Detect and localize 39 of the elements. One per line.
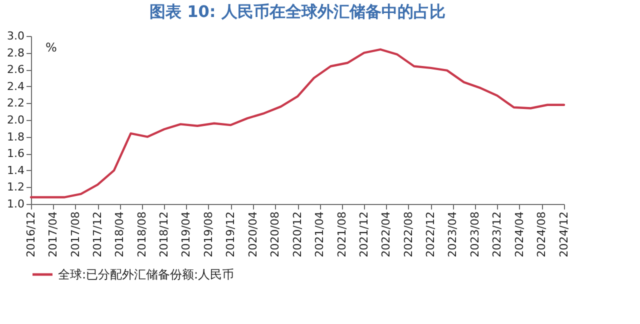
y-axis-title: %	[46, 40, 57, 54]
y-tick-label: 1.8	[7, 130, 24, 144]
x-tick-label: 2023/12	[490, 212, 504, 258]
x-tick-label: 2022/12	[424, 212, 438, 258]
chart-title: 图表 10: 人民币在全球外汇储备中的占比	[150, 2, 446, 21]
y-tick-label: 2.2	[7, 96, 24, 110]
x-tick-label: 2022/04	[380, 212, 393, 258]
x-tick-label: 2024/08	[535, 212, 548, 258]
y-tick-label: 1.6	[7, 147, 24, 160]
x-tick-label: 2018/12	[158, 212, 171, 258]
y-tick-label: 1.4	[7, 164, 24, 177]
x-tick-label: 2016/12	[24, 212, 38, 258]
x-tick-label: 2021/12	[358, 212, 371, 258]
x-tick-label: 2021/08	[335, 212, 348, 258]
y-tick-label: 2.8	[7, 46, 24, 60]
x-tick-label: 2024/12	[558, 212, 570, 258]
y-tick-label: 2.0	[7, 114, 24, 126]
x-tick-label: 2020/04	[246, 212, 260, 258]
x-tick-label: 2024/04	[512, 212, 526, 258]
x-tick-label: 2017/12	[91, 212, 104, 258]
y-tick-label: 2.6	[7, 63, 24, 76]
x-tick-label: 2018/08	[135, 212, 148, 258]
x-tick-label: 2017/04	[46, 212, 60, 258]
y-tick-label: 2.4	[7, 80, 24, 93]
y-tick-label: 3.0	[7, 30, 24, 42]
x-tick-label: 2019/08	[202, 212, 215, 258]
y-tick-label: 1.0	[7, 198, 24, 210]
x-tick-label: 2020/08	[268, 212, 282, 258]
x-tick-label: 2017/08	[68, 212, 82, 258]
legend-label: 全球:已分配外汇储备份额:人民币	[58, 268, 234, 282]
x-tick-label: 2021/04	[313, 212, 326, 258]
x-tick-label: 2022/08	[402, 212, 415, 258]
x-tick-label: 2019/12	[224, 212, 238, 258]
x-tick-label: 2019/04	[180, 212, 193, 258]
x-tick-label: 2023/08	[468, 212, 482, 258]
y-tick-label: 1.2	[7, 180, 24, 194]
x-tick-label: 2020/12	[291, 212, 304, 258]
x-tick-label: 2018/04	[113, 212, 126, 258]
x-tick-label: 2023/04	[446, 212, 460, 258]
